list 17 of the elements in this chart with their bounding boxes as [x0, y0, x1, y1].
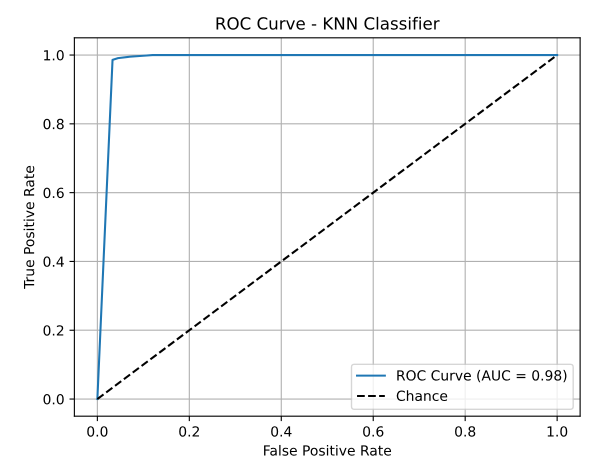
y-axis-title: True Positive Rate [24, 166, 34, 289]
legend-label: Chance [396, 390, 448, 402]
y-tick-label: 0.8 [43, 118, 64, 130]
x-tick-label: 0.8 [455, 426, 476, 437]
x-tick-label: 0.2 [179, 426, 199, 437]
x-tick-label: 0.6 [363, 426, 384, 437]
chart-title: ROC Curve - KNN Classifier [216, 16, 440, 30]
x-tick-label: 1.0 [548, 426, 568, 437]
x-tick-label: 0.0 [87, 426, 108, 437]
legend-label: ROC Curve (AUC = 0.98) [397, 370, 566, 382]
y-tick-label: 0.6 [43, 188, 64, 198]
y-tick-label: 0.2 [43, 325, 64, 336]
x-axis-title: False Positive Rate [264, 444, 392, 456]
y-tick-label: 1.0 [44, 50, 64, 61]
y-tick-label: 0.4 [43, 256, 64, 267]
x-tick-label: 0.4 [271, 426, 292, 437]
y-tick-label: 0.0 [43, 394, 64, 405]
